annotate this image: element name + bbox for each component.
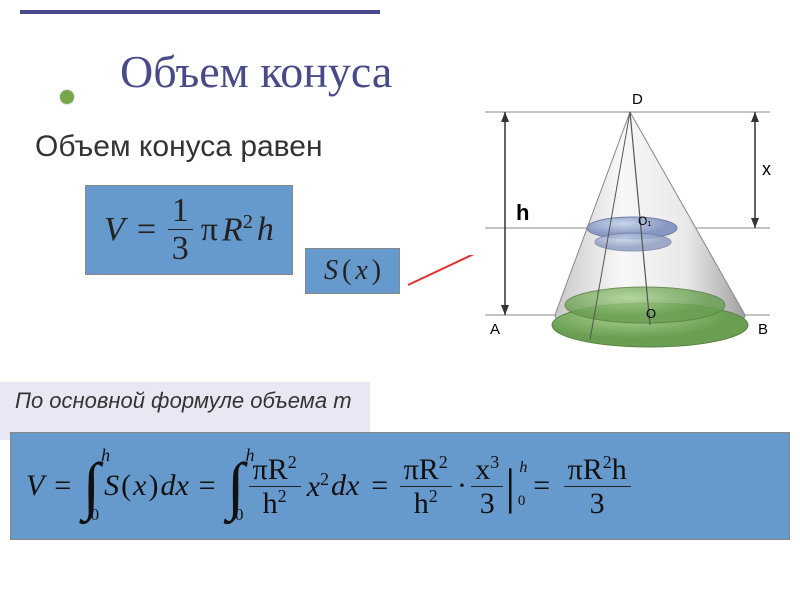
formula-sx: S ( x ) <box>324 255 381 287</box>
title-bullet-icon <box>60 90 74 104</box>
pi: π <box>201 211 218 249</box>
note-text: По основной формуле объема т <box>15 388 352 414</box>
frac-result: πR2h 3 <box>564 453 631 520</box>
integral-formula: V = ∫ h 0 S (x) dx = ∫ h 0 πR2 h2 x2 dx … <box>26 449 631 523</box>
fraction-one-third: 1 3 <box>168 192 193 268</box>
label-h: h <box>516 200 529 225</box>
integral-sign-icon: ∫ h 0 <box>227 449 245 523</box>
label-D: D <box>632 91 643 108</box>
label-A: A <box>490 321 500 338</box>
var-V: V <box>104 211 125 249</box>
label-B: B <box>758 321 768 338</box>
label-x: x <box>762 159 771 179</box>
eq-sign: = <box>135 211 158 249</box>
var-x: x <box>355 255 367 287</box>
frac-piR2-h2-b: πR2 h2 <box>400 453 452 520</box>
formula-volume-box: V = 1 3 π R2 h <box>85 185 293 275</box>
subtitle-text: Объем конуса равен <box>35 130 323 164</box>
var-h: h <box>257 211 274 249</box>
var-S: S <box>324 255 338 287</box>
page-title: Объем конуса <box>120 45 392 98</box>
frac-piR2-h2: πR2 h2 <box>249 453 301 520</box>
top-accent-bar <box>20 10 380 14</box>
label-O1: O₁ <box>638 214 651 228</box>
cone-diagram: D A B O O₁ h x <box>460 90 780 360</box>
formula-volume: V = 1 3 π R2 h <box>104 192 274 268</box>
eval-bar-icon: | h 0 <box>505 457 515 515</box>
integral-formula-box: V = ∫ h 0 S (x) dx = ∫ h 0 πR2 h2 x2 dx … <box>10 432 790 540</box>
var-R: R2 <box>222 211 253 249</box>
formula-sx-box: S ( x ) <box>305 248 400 294</box>
frac-x3-3: x3 3 <box>471 453 503 520</box>
integral-sign-icon: ∫ h 0 <box>83 449 101 523</box>
label-O: O <box>646 306 656 321</box>
